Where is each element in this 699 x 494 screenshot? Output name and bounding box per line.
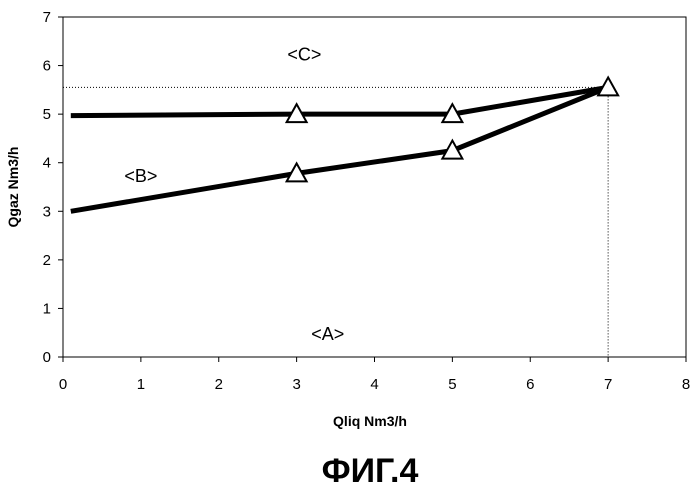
x-tick-label: 1: [137, 376, 145, 393]
y-tick-label: 1: [43, 300, 51, 317]
x-axis-title: Qliq Nm3/h: [333, 413, 407, 429]
y-tick-label: 5: [43, 106, 51, 123]
figure-label: ФИГ.4: [322, 452, 419, 490]
x-tick-label: 6: [526, 376, 534, 393]
reference-lines: [63, 87, 608, 357]
region-label: <B>: [124, 166, 157, 186]
y-tick-label: 2: [43, 252, 51, 269]
x-tick-label: 4: [370, 376, 378, 393]
x-tick-label: 2: [215, 376, 223, 393]
x-tick-label: 3: [292, 376, 300, 393]
y-tick-label: 6: [43, 58, 51, 75]
y-tick-label: 0: [43, 349, 51, 366]
y-tick-label: 4: [43, 155, 51, 172]
region-label: <C>: [287, 45, 321, 65]
y-axis-ticks: 0 1 2 3 4 5 6 7: [43, 9, 63, 366]
x-tick-label: 0: [59, 376, 67, 393]
y-axis-title: Qgaz Nm3/h: [5, 147, 21, 228]
x-tick-label: 7: [604, 376, 612, 393]
x-axis-ticks: 0 1 2 3 4 5 6 7 8: [59, 357, 690, 393]
series-layer: [71, 87, 608, 211]
y-tick-label: 7: [43, 9, 51, 26]
series-line-1: [71, 87, 608, 115]
series-line-2: [71, 87, 608, 211]
plot-frame: [63, 17, 686, 357]
region-label: <A>: [311, 324, 344, 344]
x-tick-label: 8: [682, 376, 690, 393]
x-tick-label: 5: [448, 376, 456, 393]
y-tick-label: 3: [43, 203, 51, 220]
